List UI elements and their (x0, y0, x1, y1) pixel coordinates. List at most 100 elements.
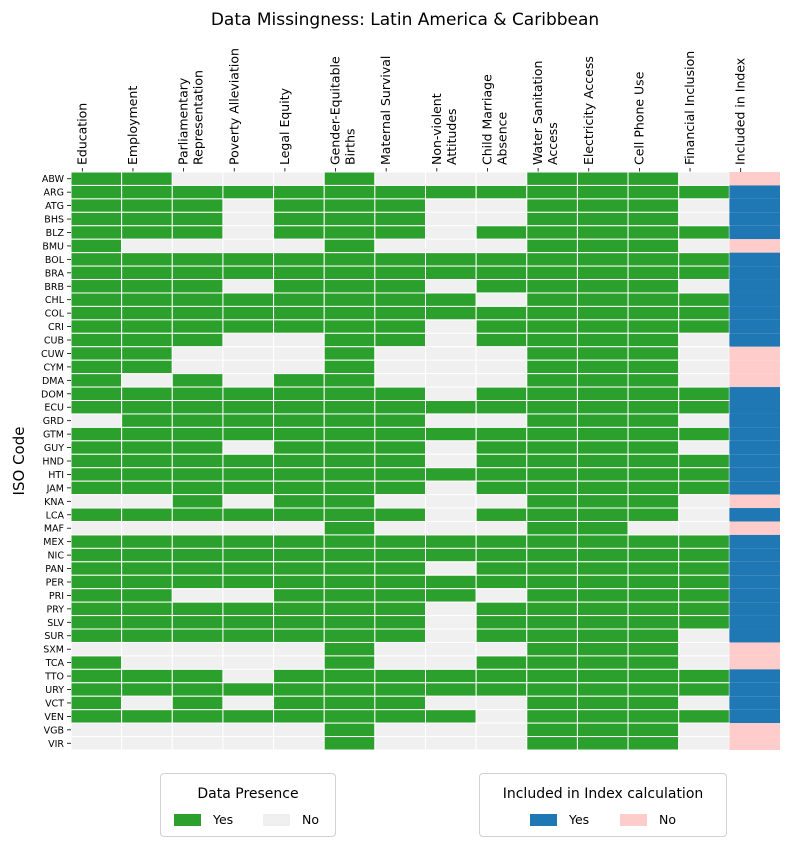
heatmap-cell-SUR-13 (729, 629, 780, 643)
heatmap-cell-BRB-6 (374, 279, 427, 294)
legend-label: No (302, 812, 319, 827)
heatmap-cell-NIC-4 (273, 547, 325, 563)
heatmap-cell-PER-5 (323, 574, 376, 590)
heatmap-cell-GRD-1 (121, 413, 173, 428)
heatmap-cells (70, 171, 780, 751)
heatmap-cell-CYM-2 (171, 359, 224, 375)
heatmap-cell-DMA-6 (374, 373, 427, 388)
heatmap-cell-CHL-5 (323, 292, 376, 307)
heatmap-cell-VIR-8 (475, 736, 528, 751)
heatmap-cell-URY-11 (627, 682, 680, 697)
y-tick-label: ARG (44, 188, 64, 199)
heatmap-cell-BOL-11 (627, 252, 680, 267)
heatmap-cell-TTO-2 (171, 668, 224, 684)
heatmap-cell-SUR-2 (171, 628, 224, 643)
heatmap-cell-CUW-12 (678, 346, 730, 361)
heatmap-cell-CRI-13 (729, 319, 780, 334)
heatmap-cell-KNA-6 (374, 494, 427, 509)
heatmap-cell-SUR-6 (374, 628, 427, 643)
heatmap-cell-HTI-12 (678, 467, 730, 482)
heatmap-cell-BOL-1 (121, 252, 173, 267)
heatmap-cell-BRB-4 (273, 279, 325, 294)
heatmap-cell-BRB-9 (526, 279, 578, 294)
heatmap-cell-BHS-11 (627, 211, 680, 227)
heatmap-cell-PRY-7 (425, 601, 477, 617)
heatmap-cell-VCT-1 (121, 695, 173, 711)
heatmap-cell-PER-1 (121, 574, 173, 590)
legend-item-no: No (620, 812, 676, 827)
heatmap-cell-NIC-8 (475, 547, 528, 563)
heatmap-cell-NIC-9 (526, 547, 578, 563)
heatmap-cell-LCA-12 (678, 507, 730, 522)
heatmap-cell-VEN-9 (526, 709, 578, 724)
heatmap-cell-TTO-3 (222, 668, 275, 684)
heatmap-cell-URY-13 (729, 682, 780, 697)
heatmap-cell-VIR-1 (121, 736, 173, 751)
heatmap-cell-CUW-13 (729, 346, 780, 361)
heatmap-cell-BMU-10 (576, 238, 629, 254)
heatmap-cell-VGB-7 (425, 722, 477, 738)
heatmap-cell-ABW-4 (273, 171, 325, 186)
heatmap-cell-DOM-1 (121, 386, 173, 402)
heatmap-cell-CUB-8 (475, 332, 528, 348)
x-tick-label: Cell Phone Use (631, 71, 646, 165)
heatmap-cell-CUW-10 (576, 346, 629, 361)
heatmap-cell-VEN-12 (678, 709, 730, 724)
y-tick-label: BOL (45, 255, 65, 266)
heatmap-cell-BHS-5 (323, 211, 376, 227)
heatmap-cell-PRI-12 (678, 588, 730, 603)
heatmap-cell-CUB-2 (171, 332, 224, 348)
heatmap-cell-BOL-7 (425, 252, 477, 267)
y-tick-label: VCT (45, 698, 64, 709)
heatmap-cell-PAN-11 (627, 561, 680, 576)
heatmap-cell-COL-11 (627, 305, 680, 321)
heatmap-cell-BLZ-10 (576, 225, 629, 240)
heatmap-cell-TTO-5 (323, 668, 376, 684)
heatmap-cell-COL-5 (323, 305, 376, 321)
heatmap-cell-URY-1 (121, 682, 173, 697)
heatmap-cell-ATG-1 (121, 198, 173, 213)
heatmap-cell-CUW-0 (70, 346, 123, 361)
heatmap-cell-GUY-10 (576, 440, 629, 455)
heatmap-cell-GTM-9 (526, 426, 578, 442)
heatmap-cell-PER-0 (70, 574, 123, 590)
heatmap-cell-CUB-1 (121, 332, 173, 348)
heatmap-cell-TCA-9 (526, 655, 578, 670)
y-tick-label: VEN (44, 712, 64, 723)
heatmap-cell-SXM-0 (70, 641, 123, 657)
heatmap-cell-ECU-10 (576, 400, 629, 415)
heatmap-cell-DOM-0 (70, 386, 123, 402)
heatmap-cell-DOM-12 (678, 386, 730, 402)
heatmap-cell-HND-12 (678, 453, 730, 469)
heatmap-cell-ABW-11 (627, 171, 680, 186)
x-tick-label: Financial Inclusion (682, 51, 697, 165)
heatmap-cell-GUY-8 (475, 440, 528, 455)
y-tick-label: CHL (45, 295, 65, 306)
heatmap-cell-VCT-4 (273, 695, 325, 711)
heatmap-cell-URY-2 (171, 682, 224, 697)
y-tick-label: JAM (46, 483, 64, 494)
heatmap-cell-PER-13 (729, 575, 780, 589)
heatmap-cell-PER-10 (576, 574, 629, 590)
heatmap-cell-ECU-5 (323, 400, 376, 415)
heatmap-cell-DMA-9 (526, 373, 578, 388)
heatmap-cell-VGB-0 (70, 722, 123, 738)
y-tick-label: DOM (41, 389, 64, 400)
heatmap-cell-BLZ-9 (526, 225, 578, 240)
heatmap-cell-ARG-10 (576, 184, 629, 200)
heatmap-cell-BRA-4 (273, 265, 325, 281)
heatmap-cell-MEX-7 (425, 534, 477, 549)
heatmap-cell-BRA-9 (526, 265, 578, 281)
heatmap-cell-LCA-6 (374, 507, 427, 522)
heatmap-cell-PER-7 (425, 574, 477, 590)
heatmap-cell-PAN-3 (222, 561, 275, 576)
heatmap-cell-BMU-12 (678, 238, 730, 254)
heatmap-cell-DMA-11 (627, 373, 680, 388)
heatmap-cell-CYM-4 (273, 359, 325, 375)
heatmap-cell-KNA-7 (425, 494, 477, 509)
heatmap-cell-CHL-6 (374, 292, 427, 307)
heatmap-cell-GTM-4 (273, 426, 325, 442)
x-tick-label: Poverty Alleviation (226, 48, 241, 165)
heatmap-cell-DMA-10 (576, 373, 629, 388)
heatmap-cell-PRY-11 (627, 601, 680, 617)
